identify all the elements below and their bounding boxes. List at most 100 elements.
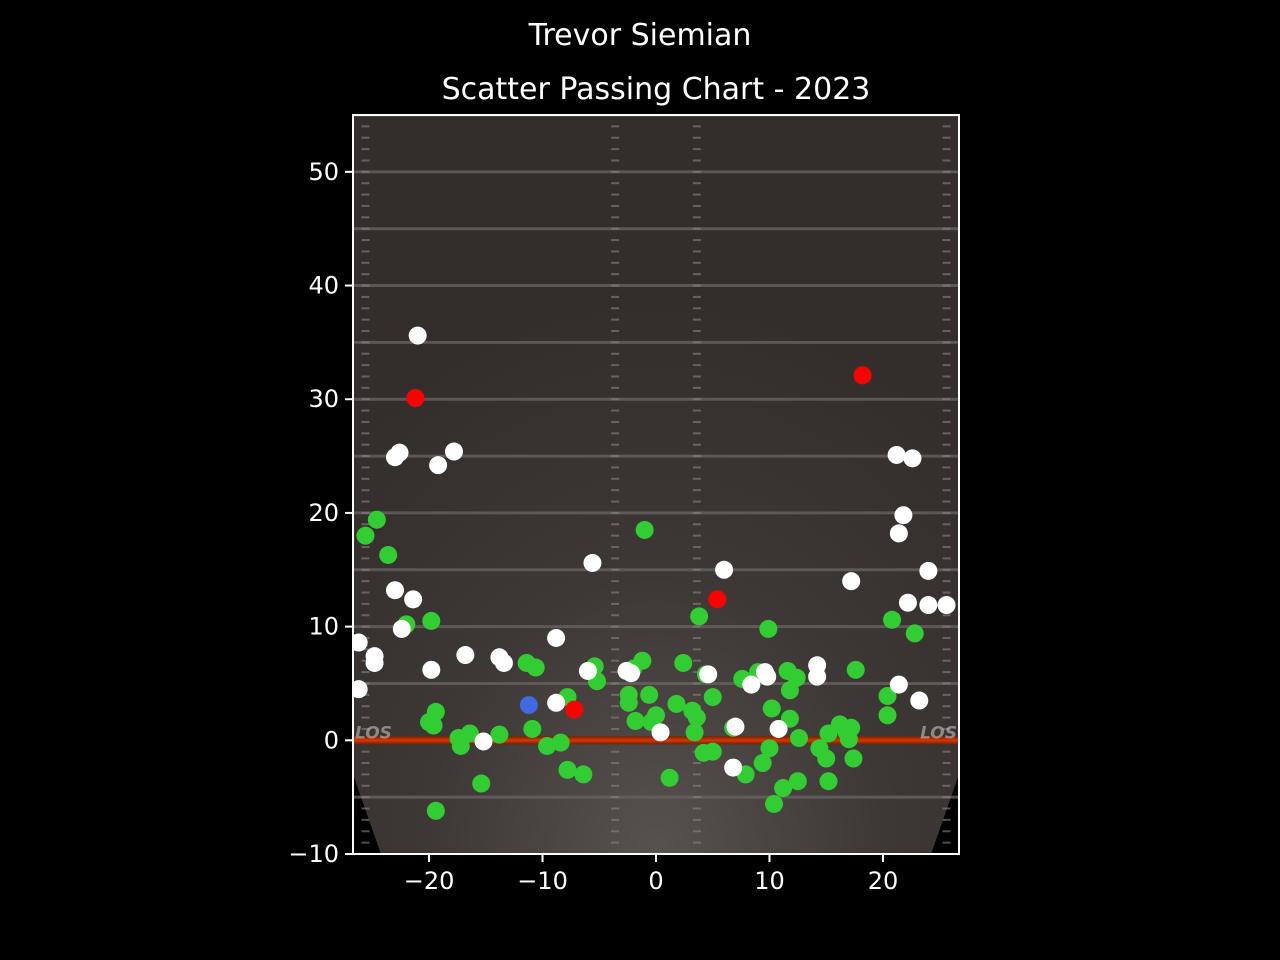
pass-point-complete <box>379 545 398 564</box>
pass-point-interception <box>565 700 584 719</box>
pass-point-incomplete <box>622 664 641 683</box>
pass-point-incomplete <box>353 633 368 652</box>
pass-point-complete <box>774 779 793 798</box>
pass-point-complete <box>635 520 654 539</box>
pass-point-complete <box>526 658 545 677</box>
pass-point-complete <box>690 607 709 626</box>
y-tick-label: 30 <box>308 385 339 413</box>
pass-point-complete <box>842 718 861 737</box>
y-axis: −10 0 10 20 30 40 50 <box>288 158 353 868</box>
pass-point-complete <box>817 749 836 768</box>
pass-point-touchdown <box>519 696 538 715</box>
y-tick-label: 40 <box>308 272 339 300</box>
pass-point-incomplete <box>758 667 777 686</box>
x-tick-label: 0 <box>648 867 663 895</box>
pass-point-incomplete <box>547 628 566 647</box>
pass-point-complete <box>422 611 441 630</box>
pass-point-complete <box>660 768 679 787</box>
pass-point-incomplete <box>715 560 734 579</box>
pass-point-incomplete <box>889 524 908 543</box>
pass-point-incomplete <box>898 593 917 612</box>
pass-point-incomplete <box>392 619 411 638</box>
y-tick-label: −10 <box>288 840 339 868</box>
x-axis: −20 −10 0 10 20 <box>404 854 899 895</box>
pass-point-incomplete <box>889 675 908 694</box>
pass-point-complete <box>789 729 808 748</box>
pass-point-complete <box>490 725 509 744</box>
los-label-left: LOS <box>355 723 392 743</box>
pass-point-incomplete <box>456 646 475 665</box>
pass-point-complete <box>787 668 806 687</box>
pass-point-interception <box>853 366 872 385</box>
x-tick-label: 20 <box>868 867 899 895</box>
pass-point-complete <box>451 736 470 755</box>
pass-point-complete <box>647 706 665 725</box>
pass-point-complete <box>765 794 784 813</box>
pass-point-complete <box>633 651 652 670</box>
pass-point-complete <box>626 711 645 730</box>
pass-point-incomplete <box>919 596 938 615</box>
pass-point-complete <box>883 610 902 629</box>
pass-point-complete <box>426 801 445 820</box>
pass-point-complete <box>472 774 491 793</box>
football-field-background: LOS LOS <box>353 115 959 854</box>
pass-point-complete <box>878 686 897 705</box>
field-corner-right <box>931 774 959 854</box>
pass-point-interception <box>708 590 727 609</box>
pass-point-complete <box>762 699 781 718</box>
pass-point-complete <box>460 724 479 743</box>
pass-point-complete <box>753 754 772 773</box>
pass-point-incomplete <box>385 581 404 600</box>
chart-title: Trevor Siemian <box>528 18 752 53</box>
pass-point-incomplete <box>910 691 929 710</box>
pass-point-incomplete <box>937 596 956 615</box>
pass-point-incomplete <box>474 732 493 751</box>
pass-point-complete <box>819 772 838 791</box>
pass-point-incomplete <box>919 561 938 580</box>
pass-point-incomplete <box>494 653 513 672</box>
y-tick-label: 50 <box>308 158 339 186</box>
pass-point-incomplete <box>547 693 566 712</box>
pass-point-incomplete <box>699 665 718 684</box>
pass-point-complete <box>424 716 443 735</box>
y-tick-label: 20 <box>308 499 339 527</box>
pass-point-incomplete <box>422 660 441 679</box>
pass-point-complete <box>703 742 722 761</box>
pass-point-complete <box>760 739 779 758</box>
pass-point-complete <box>640 685 659 704</box>
field-corner-left <box>353 774 381 854</box>
pass-point-incomplete <box>887 445 906 464</box>
pass-point-incomplete <box>445 442 463 461</box>
x-tick-label: −20 <box>404 867 455 895</box>
pass-point-interception <box>406 389 425 408</box>
pass-point-incomplete <box>769 719 788 738</box>
pass-point-complete <box>788 772 807 791</box>
x-tick-label: 10 <box>754 867 785 895</box>
pass-point-incomplete <box>583 553 602 572</box>
pass-point-complete <box>687 708 706 727</box>
pass-point-complete <box>844 749 863 768</box>
pass-point-incomplete <box>365 653 384 672</box>
pass-point-incomplete <box>429 456 448 475</box>
data-points <box>353 326 956 820</box>
chart-subtitle: Scatter Passing Chart - 2023 <box>442 72 871 107</box>
pass-point-complete <box>703 688 722 707</box>
pass-point-complete <box>538 736 557 755</box>
pass-point-incomplete <box>385 448 404 467</box>
pass-point-complete <box>674 653 693 672</box>
pass-point-complete <box>846 660 865 679</box>
pass-point-incomplete <box>726 717 745 736</box>
pass-point-incomplete <box>724 758 743 777</box>
pass-point-incomplete <box>903 449 922 468</box>
x-tick-label: −10 <box>517 867 568 895</box>
pass-point-incomplete <box>808 656 827 675</box>
pass-point-incomplete <box>894 506 913 525</box>
pass-point-complete <box>905 624 924 643</box>
pass-point-incomplete <box>578 661 597 680</box>
pass-point-incomplete <box>842 572 861 591</box>
pass-point-incomplete <box>651 723 670 742</box>
pass-point-incomplete <box>404 590 423 609</box>
pass-point-incomplete <box>742 675 761 694</box>
pass-point-incomplete <box>353 680 368 699</box>
